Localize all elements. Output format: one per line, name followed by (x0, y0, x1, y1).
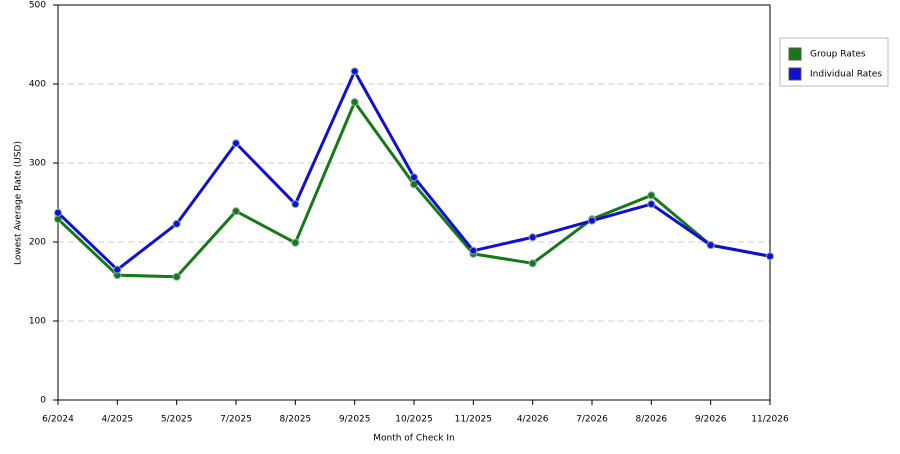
x-tick-label: 7/2025 (220, 415, 252, 425)
point (410, 173, 418, 182)
point (172, 272, 181, 281)
y-tick-label: 300 (29, 159, 46, 169)
x-tick-label: 5/2025 (161, 415, 193, 425)
point (528, 259, 537, 268)
x-tick-label: 8/2026 (635, 415, 667, 425)
x-tick-label: 4/2026 (517, 415, 549, 425)
legend-label: Group Rates (810, 50, 866, 60)
point (113, 265, 122, 274)
point (291, 200, 300, 209)
y-tick-label: 200 (29, 238, 46, 248)
x-tick-label: 9/2025 (339, 415, 371, 425)
x-tick-label: 11/2025 (455, 415, 492, 425)
x-tick-label: 8/2025 (279, 415, 311, 425)
x-axis-label: Month of Check In (373, 434, 455, 444)
x-tick-label: 10/2025 (395, 415, 432, 425)
y-axis-label: Lowest Average Rate (USD) (14, 141, 24, 265)
x-tick-label: 11/2026 (751, 415, 789, 425)
point (766, 252, 774, 261)
point (232, 207, 240, 216)
legend-swatch (788, 67, 802, 81)
x-tick-label: 6/2024 (42, 415, 74, 425)
point (588, 216, 596, 225)
x-tick-label: 4/2025 (101, 415, 133, 425)
x-tick-label: 9/2026 (695, 415, 727, 425)
y-tick-label: 0 (40, 396, 46, 406)
point (528, 233, 537, 242)
point (291, 238, 300, 247)
y-tick-label: 400 (29, 80, 46, 90)
point (350, 98, 359, 107)
y-tick-label: 100 (29, 317, 46, 327)
point (706, 241, 715, 250)
legend-label: Individual Rates (810, 70, 882, 80)
point (647, 200, 656, 209)
y-tick-label: 500 (29, 1, 46, 11)
x-tick-label: 7/2026 (576, 415, 608, 425)
point (647, 191, 656, 200)
point (54, 208, 62, 217)
point (232, 139, 240, 148)
point (350, 67, 359, 76)
legend-swatch (788, 47, 802, 61)
point (172, 219, 181, 228)
point (469, 246, 478, 255)
